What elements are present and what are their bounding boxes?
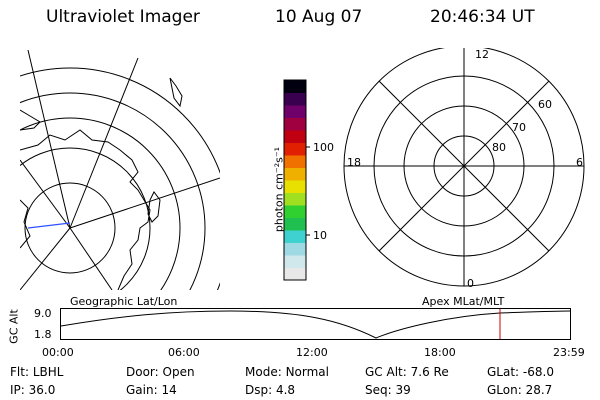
- colorbar: [283, 79, 310, 281]
- colorbar-swatch: [284, 142, 306, 156]
- instrument-title: Ultraviolet Imager: [46, 7, 200, 27]
- polar-plot-label: Apex MLat/MLT: [422, 295, 505, 308]
- polar-mlt-18: 18: [347, 156, 361, 169]
- status-ip: IP: 36.0: [10, 383, 56, 397]
- polar-lat-70: 70: [512, 121, 526, 134]
- status-gc-alt: GC Alt: 7.6 Re: [365, 365, 449, 379]
- polar-mlt-12: 12: [475, 48, 489, 61]
- colorbar-tick-100: 100: [313, 141, 334, 154]
- polar-mlt-6: 6: [576, 156, 583, 169]
- altitude-x-tick-1800: 18:00: [424, 346, 456, 359]
- status-glat: GLat: -68.0: [487, 365, 554, 379]
- altitude-axis-label: GC Alt: [7, 309, 21, 344]
- colorbar-swatch: [284, 130, 306, 143]
- polar-lat-60: 60: [538, 98, 552, 111]
- altitude-x-tick-0600: 06:00: [168, 346, 200, 359]
- altitude-x-tick-2359: 23:59: [553, 346, 585, 359]
- geo-map-label: Geographic Lat/Lon: [70, 295, 178, 308]
- time-label: 20:46:34 UT: [430, 7, 535, 27]
- colorbar-unit-label: photon cm⁻²s⁻¹: [272, 146, 286, 233]
- colorbar-swatch: [284, 267, 306, 281]
- altitude-x-tick-0000: 00:00: [42, 346, 74, 359]
- colorbar-swatch: [284, 255, 306, 268]
- status-glon: GLon: 28.7: [487, 383, 553, 397]
- polar-lat-80: 80: [492, 141, 506, 154]
- status-dsp: Dsp: 4.8: [245, 383, 296, 397]
- colorbar-swatch: [284, 242, 306, 256]
- status-seq: Seq: 39: [365, 383, 411, 397]
- status-mode: Mode: Normal: [245, 365, 329, 379]
- colorbar-swatch: [284, 180, 306, 193]
- colorbar-swatch: [284, 80, 306, 93]
- altitude-tick-max: 9.0: [34, 307, 52, 320]
- date-label: 10 Aug 07: [275, 7, 363, 27]
- colorbar-swatch: [284, 117, 306, 131]
- colorbar-swatch: [284, 217, 306, 231]
- colorbar-swatch: [284, 205, 306, 218]
- colorbar-swatch: [284, 230, 306, 243]
- altitude-tick-min: 1.8: [34, 328, 52, 341]
- polar-plot: [343, 48, 585, 287]
- colorbar-tick-10: 10: [313, 229, 327, 242]
- geographic-map: [20, 50, 220, 290]
- colorbar-swatch: [284, 92, 306, 106]
- status-door: Door: Open: [126, 365, 195, 379]
- polar-mlt-0: 0: [467, 277, 474, 290]
- altitude-plot: [60, 308, 571, 340]
- status-filter: Flt: LBHL: [10, 365, 64, 379]
- status-gain: Gain: 14: [126, 383, 177, 397]
- colorbar-swatch: [284, 192, 306, 206]
- colorbar-swatch: [284, 167, 306, 181]
- altitude-x-tick-1200: 12:00: [296, 346, 328, 359]
- colorbar-swatch: [284, 155, 306, 168]
- colorbar-swatch: [284, 105, 306, 118]
